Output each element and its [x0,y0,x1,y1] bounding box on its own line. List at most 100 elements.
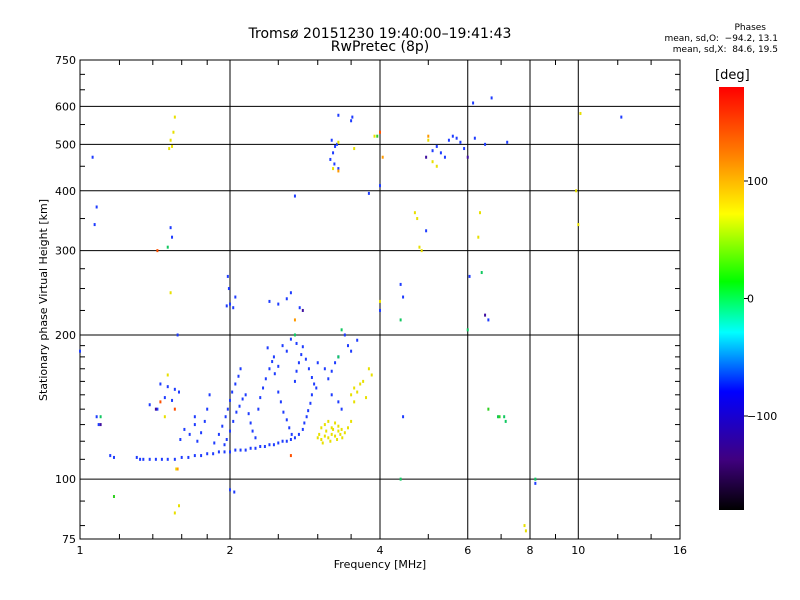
data-point [340,427,343,431]
y-tick-label: 200 [55,329,76,342]
data-point [257,407,260,411]
data-point [295,341,298,345]
data-point [367,191,370,195]
data-point [272,355,275,359]
data-point [330,393,333,397]
data-point [459,140,462,144]
data-point [142,457,145,461]
data-point [325,429,328,433]
data-point [171,398,174,402]
data-point [229,302,231,306]
data-point [323,434,326,438]
data-point [289,438,292,442]
data-point [473,136,476,140]
data-point [277,441,280,445]
data-point [217,450,220,454]
data-point [620,115,623,119]
data-point [379,184,381,188]
data-point [93,223,96,227]
data-point [350,419,353,423]
data-point [340,407,343,411]
data-point [289,291,292,295]
data-point [334,434,337,438]
data-point [337,167,340,171]
data-point [295,369,298,373]
data-point [239,367,242,371]
grid-lines [80,60,680,539]
data-point [316,436,319,440]
data-point [229,398,231,402]
data-point [213,441,216,445]
data-point [313,382,316,386]
data-point [229,488,231,492]
data-point [333,162,336,166]
data-point [193,415,196,419]
data-point [463,147,466,151]
data-point [343,431,346,435]
data-point [169,291,172,295]
data-point [346,426,349,430]
data-point [200,431,203,435]
data-point [285,418,288,422]
data-point [447,138,450,142]
data-point [277,364,280,368]
x-axis-label: Frequency [MHz] [334,558,426,571]
data-point [249,446,252,450]
data-point [399,282,402,286]
data-point [293,194,296,198]
data-point [159,400,162,404]
data-point [443,155,446,159]
data-point [329,439,332,443]
data-point [223,450,226,454]
y-tick-label: 300 [55,245,76,258]
data-point [329,157,332,161]
data-point [337,429,340,433]
data-point [350,393,353,397]
colorbar-tick-label: 0 [747,293,754,306]
data-point [451,134,454,138]
data-point [439,151,442,155]
data-point [156,249,159,253]
data-point [244,448,247,452]
data-point [431,160,434,164]
data-point [341,436,344,440]
data-point [337,113,340,117]
data-point [160,457,163,461]
data-point [484,313,487,317]
data-point [466,155,469,159]
y-tick-label: 400 [55,185,76,198]
colorbar-tick-label: −100 [747,410,777,423]
data-point [376,134,379,138]
data-point [234,382,237,386]
y-tick-label: 75 [62,533,76,546]
data-point [466,328,469,332]
data-point [381,155,384,159]
data-point [166,385,169,389]
data-point [305,415,308,419]
data-point [224,415,227,419]
data-point [188,432,191,436]
data-point [327,377,330,381]
data-point [330,369,333,373]
data-point [435,164,438,168]
chart-subtitle: RwPretec (8p) [330,39,430,55]
data-point [435,144,438,148]
data-point [229,450,231,454]
data-point [171,235,174,239]
data-point [262,386,265,390]
data-point [179,438,182,442]
data-point [176,333,179,337]
phase-stats-x-line: mean, sd,X: 84.6, 19.5 [672,45,778,55]
data-point [496,415,499,419]
data-point [154,457,157,461]
data-point [425,229,428,233]
data-point [148,457,151,461]
x-tick-label: 8 [527,544,534,557]
data-point [356,390,359,394]
data-point [402,295,405,299]
data-point [351,115,354,119]
data-point [266,346,269,350]
data-point [399,318,402,322]
data-point [176,467,179,471]
x-tick-label: 4 [377,544,384,557]
